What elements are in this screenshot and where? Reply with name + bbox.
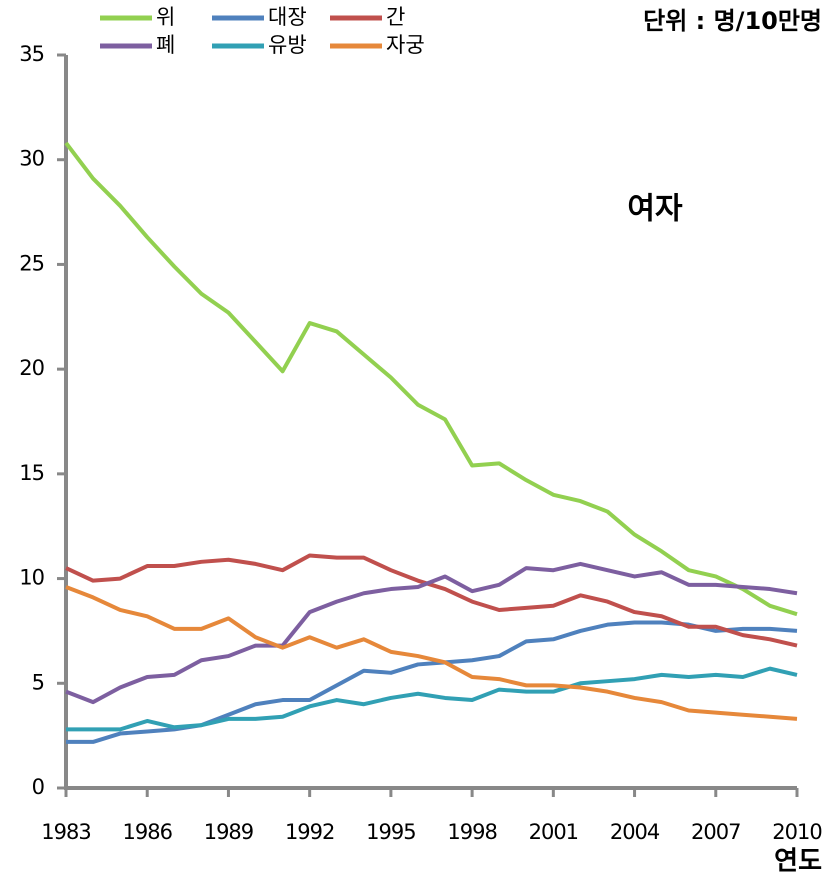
x-tick-label: 1983 (41, 820, 90, 844)
legend-label: 유방 (268, 33, 307, 57)
y-tick-label: 10 (19, 566, 44, 590)
legend-label: 대장 (268, 5, 307, 29)
unit-label: 단위 : 명/10만명 (643, 7, 822, 35)
x-tick-label: 2007 (691, 820, 740, 844)
x-tick-label: 2001 (529, 820, 578, 844)
annotation: 여자 (627, 192, 683, 227)
y-tick-label: 30 (19, 147, 44, 171)
y-tick-label: 15 (19, 461, 44, 485)
x-tick-label: 2010 (772, 820, 821, 844)
y-tick-label: 25 (19, 251, 44, 275)
series-line (66, 620, 798, 744)
y-tick-label: 20 (19, 356, 44, 380)
x-tick-label: 1992 (285, 820, 334, 844)
y-tick-label: 35 (19, 42, 44, 66)
x-tick-label: 2004 (610, 820, 660, 844)
series-line (65, 585, 798, 721)
x-tick-label: 1989 (204, 820, 253, 844)
legend-label: 간 (386, 5, 405, 29)
series-line (66, 666, 798, 732)
x-tick-label: 1998 (447, 820, 496, 844)
series-line (65, 553, 798, 648)
x-tick-label: 1995 (366, 820, 415, 844)
legend-label: 자궁 (386, 33, 425, 57)
series-line (65, 561, 798, 705)
legend-label: 위 (156, 5, 175, 29)
y-tick-label: 5 (32, 670, 44, 694)
series-line (64, 141, 798, 617)
x-axis-label: 연도 (774, 847, 822, 877)
x-tick-label: 1986 (122, 820, 172, 844)
y-tick-label: 0 (32, 775, 44, 799)
legend-label: 폐 (156, 33, 175, 57)
